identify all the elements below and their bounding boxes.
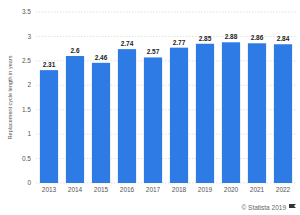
- x-tick-label: 2022: [276, 186, 291, 193]
- data-label: 2.74: [121, 40, 134, 47]
- y-tick-label: 2: [27, 81, 31, 88]
- chart: 0 0.5 1 1.5 2 2.5 3 3.5 Replacement cycle length…: [0, 0, 300, 215]
- y-axis-label: Replacement cycle length in years: [7, 55, 13, 139]
- y-tick-label: 2.5: [22, 57, 31, 64]
- bar: [274, 44, 292, 183]
- x-tick-label: 2019: [198, 186, 213, 193]
- x-tick-label: 2013: [42, 186, 57, 193]
- bar: [92, 63, 110, 183]
- data-label: 2.77: [173, 39, 186, 46]
- bar: [40, 70, 58, 183]
- x-tick-label: 2016: [120, 186, 135, 193]
- data-label: 2.6: [70, 47, 79, 54]
- data-label: 2.86: [251, 34, 264, 41]
- y-tick-label: 0: [27, 179, 31, 186]
- bar: [118, 49, 136, 183]
- bar: [196, 44, 214, 183]
- x-tick-label: 2021: [250, 186, 265, 193]
- data-label: 2.31: [43, 61, 56, 68]
- data-label: 2.88: [225, 33, 238, 40]
- y-tick-label: 3.5: [22, 8, 31, 15]
- bar: [222, 42, 240, 183]
- bar: [144, 57, 162, 183]
- x-tick-label: 2020: [224, 186, 239, 193]
- source: © Statista 2019: [241, 204, 286, 211]
- y-tick-label: 1: [27, 130, 31, 137]
- x-tick-label: 2018: [172, 186, 187, 193]
- data-label: 2.84: [277, 35, 290, 42]
- grid-line: [36, 12, 296, 13]
- bar: [66, 56, 84, 183]
- y-tick-label: 1.5: [22, 106, 31, 113]
- data-label: 2.57: [147, 48, 160, 55]
- x-tick-label: 2017: [146, 186, 161, 193]
- y-tick-label: 3: [27, 33, 31, 40]
- x-tick-label: 2015: [94, 186, 109, 193]
- bar: [248, 43, 266, 183]
- y-tick-label: 0.5: [22, 155, 31, 162]
- flag-icon: [289, 204, 296, 208]
- bars: [40, 42, 292, 183]
- data-label: 2.85: [199, 35, 212, 42]
- data-label: 2.46: [95, 54, 108, 61]
- bar: [170, 48, 188, 183]
- x-tick-label: 2014: [68, 186, 83, 193]
